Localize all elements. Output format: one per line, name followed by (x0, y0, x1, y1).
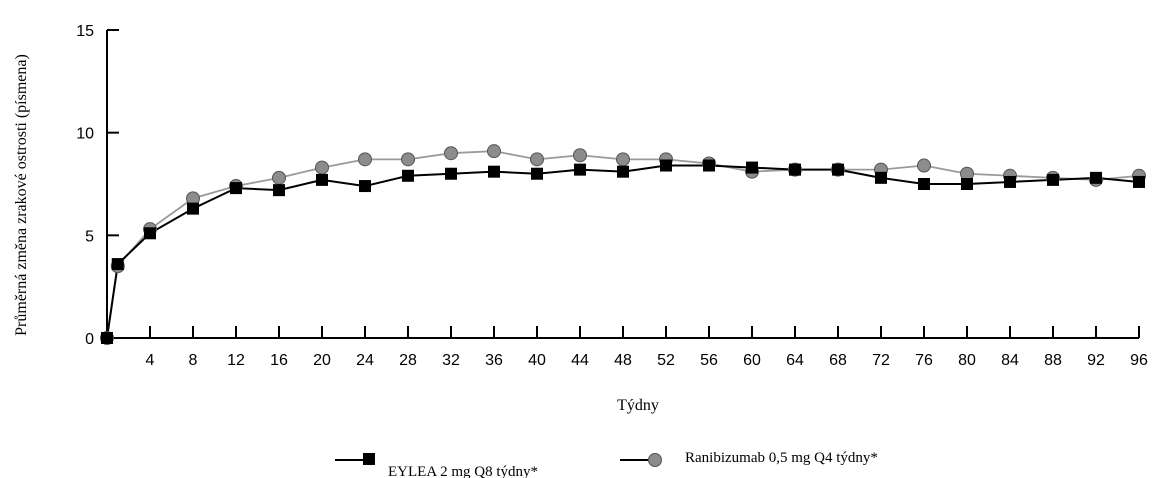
legend-label-eylea: EYLEA 2 mg Q8 týdny* (388, 464, 538, 478)
data-point-eylea (961, 178, 973, 190)
data-point-eylea (617, 165, 629, 178)
x-tick-label: 88 (1044, 352, 1062, 369)
data-point-ranibizumab (401, 152, 415, 167)
data-point-eylea (660, 159, 672, 172)
data-point-eylea (316, 173, 328, 186)
data-point-eylea (111, 258, 124, 271)
data-point-ranibizumab (444, 146, 458, 161)
legend-label-ranibizumab: Ranibizumab 0,5 mg Q4 týdny* (685, 450, 878, 466)
data-point-eylea (488, 165, 500, 178)
x-tick-label: 84 (1001, 352, 1019, 369)
data-point-ranibizumab (358, 152, 372, 167)
series-layer (100, 144, 1146, 345)
data-point-eylea (918, 178, 930, 190)
data-point-eylea (875, 171, 887, 184)
y-tick-label: 10 (76, 126, 94, 143)
data-point-eylea (1133, 175, 1145, 188)
data-point-eylea (144, 227, 156, 240)
x-tick-label: 48 (614, 352, 632, 369)
x-tick-label: 56 (700, 352, 718, 369)
data-point-eylea (230, 182, 242, 195)
x-tick-label: 20 (313, 352, 331, 369)
x-tick-label: 96 (1130, 352, 1148, 369)
x-tick-label: 24 (356, 352, 374, 369)
x-tick-label: 52 (657, 352, 675, 369)
data-point-ranibizumab (315, 160, 329, 175)
x-tick-label: 40 (528, 352, 546, 369)
legend-marker-eylea (363, 453, 375, 465)
data-point-eylea (445, 167, 457, 180)
data-point-ranibizumab (530, 152, 544, 167)
data-point-ranibizumab (616, 152, 630, 167)
x-tick-label: 16 (270, 352, 288, 369)
data-point-eylea (574, 163, 586, 176)
y-tick-label: 0 (85, 331, 94, 348)
x-tick-label: 80 (958, 352, 976, 369)
data-point-eylea (832, 163, 844, 176)
x-axis-title: Týdny (617, 397, 659, 414)
x-tick-label: 28 (399, 352, 417, 369)
x-tick-label: 44 (571, 352, 589, 369)
series-line-1 (106, 150, 1140, 339)
data-point-eylea (703, 159, 715, 172)
x-tick-label: 60 (743, 352, 761, 369)
data-point-eylea (187, 202, 199, 215)
data-point-ranibizumab (487, 144, 501, 159)
legend: EYLEA 2 mg Q8 týdny* Ranibizumab 0,5 mg … (335, 450, 878, 478)
x-tick-label: 4 (146, 352, 155, 369)
x-tick-label: 64 (786, 352, 804, 369)
data-point-eylea (359, 180, 371, 193)
data-point-ranibizumab (573, 148, 587, 163)
data-point-eylea (402, 169, 414, 182)
data-point-eylea (789, 163, 801, 176)
data-point-ranibizumab (917, 158, 931, 173)
x-tick-label: 32 (442, 352, 460, 369)
x-tick-label: 36 (485, 352, 503, 369)
y-tick-label: 15 (76, 23, 94, 40)
y-axis-title: Průměrná změna zrakové ostrosti (písmena… (13, 54, 30, 336)
x-tick-label: 8 (189, 352, 198, 369)
data-point-eylea (1004, 175, 1016, 188)
series-line-0 (106, 164, 1140, 339)
legend-marker-ranibizumab (648, 453, 662, 467)
y-tick-label: 5 (85, 228, 94, 245)
x-tick-label: 12 (227, 352, 245, 369)
data-point-eylea (101, 332, 113, 344)
data-point-eylea (746, 161, 758, 174)
data-point-ranibizumab (272, 170, 286, 185)
x-tick-label: 72 (872, 352, 890, 369)
x-tick-label: 92 (1087, 352, 1105, 369)
x-tick-label: 76 (915, 352, 933, 369)
data-point-eylea (1090, 171, 1102, 184)
data-point-eylea (531, 167, 543, 180)
data-point-eylea (273, 184, 285, 197)
x-tick-label: 68 (829, 352, 847, 369)
data-point-eylea (1047, 173, 1059, 186)
